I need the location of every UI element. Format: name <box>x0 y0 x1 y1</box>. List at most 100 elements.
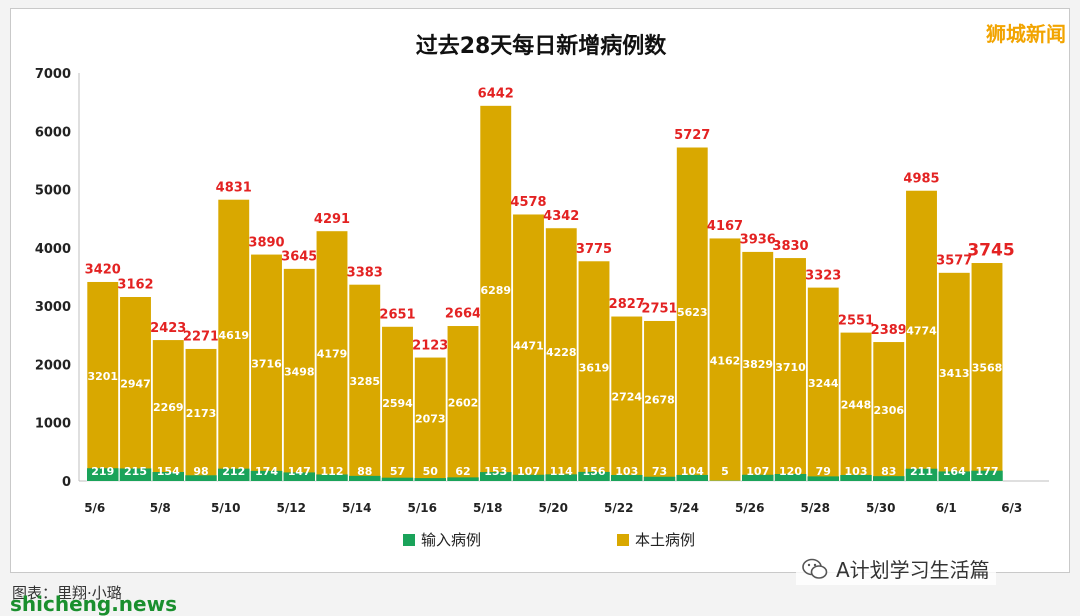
chart-frame: 过去28天每日新增病例数 0 1000 2000 3000 4000 5000 6000 700… <box>10 8 1070 573</box>
data-label-imported: 83 <box>881 465 896 478</box>
data-label-imported: 107 <box>746 465 769 478</box>
data-label-total: 3890 <box>248 235 284 250</box>
bar-imported-5/22 <box>611 474 643 481</box>
bar-local-5/21 <box>577 260 611 482</box>
data-label-imported: 154 <box>157 465 180 478</box>
data-label-total: 4985 <box>903 171 939 186</box>
bar-imported-5/19 <box>512 474 545 481</box>
data-label-local: 3619 <box>579 361 610 374</box>
data-label-local: 2306 <box>873 404 904 417</box>
x-tick-label: 5/10 <box>211 501 240 515</box>
data-label-imported: 104 <box>681 465 704 478</box>
domain-watermark: shicheng.news <box>10 592 177 616</box>
bar-local-5/30 <box>872 341 905 482</box>
data-label-local: 4774 <box>906 325 937 338</box>
bar-imported-6/2 <box>971 470 1003 481</box>
bar-local-5/7 <box>119 296 152 482</box>
data-label-imported: 103 <box>845 465 868 478</box>
source-caption: 图表：里翔·小璐 <box>12 584 122 602</box>
data-label-total: 4342 <box>543 209 579 224</box>
data-label-local: 3498 <box>284 365 315 378</box>
data-label-local: 3285 <box>349 375 380 388</box>
chart-title: 过去28天每日新增病例数 <box>416 33 668 59</box>
bar-local-5/26 <box>741 251 774 482</box>
data-label-imported: 62 <box>455 465 470 478</box>
bar-local-5/10 <box>217 199 250 482</box>
bar-imported-5/23 <box>643 476 676 481</box>
data-label-imported: 57 <box>390 465 405 478</box>
bar-imported-5/8 <box>152 472 184 481</box>
data-label-local: 3568 <box>972 362 1003 375</box>
data-label-local: 2269 <box>153 401 184 414</box>
data-label-imported: 98 <box>193 465 208 478</box>
bar-local-5/14 <box>348 284 381 482</box>
bar-local-5/31 <box>905 190 938 482</box>
data-label-total: 4831 <box>216 180 252 195</box>
wechat-account-name: A计划学习生活篇 <box>836 558 990 582</box>
wechat-icon <box>802 558 828 579</box>
data-label-total: 2389 <box>871 323 907 338</box>
legend-label-imported: 输入病例 <box>421 531 481 549</box>
x-tick-label: 5/20 <box>539 501 568 515</box>
bar-imported-5/28 <box>807 476 839 481</box>
bar-imported-6/1 <box>938 471 970 481</box>
data-label-local: 3201 <box>87 370 118 383</box>
data-label-local: 2947 <box>120 378 151 391</box>
x-tick-label: 5/30 <box>866 501 895 515</box>
data-label-imported: 156 <box>583 465 606 478</box>
bar-imported-5/26 <box>742 474 774 481</box>
data-label-total: 2664 <box>445 307 481 322</box>
x-tick-label: 5/6 <box>84 501 105 515</box>
wechat-watermark: A计划学习生活篇 <box>796 552 996 585</box>
bar-imported-5/9 <box>185 475 217 481</box>
bar-local-5/13 <box>315 230 349 482</box>
data-label-local: 4619 <box>218 329 249 342</box>
data-label-local: 3413 <box>939 367 970 380</box>
data-label-local: 4228 <box>546 346 577 359</box>
bar-local-5/17 <box>446 325 480 482</box>
data-label-local: 3244 <box>808 377 839 390</box>
y-tick-label: 0 <box>62 475 71 490</box>
data-label-local: 4179 <box>317 348 348 361</box>
bar-imported-5/13 <box>316 474 348 481</box>
x-tick-label: 5/14 <box>342 501 371 515</box>
data-label-imported: 164 <box>943 465 966 478</box>
bar-local-5/6 <box>86 281 119 482</box>
data-label-local: 6289 <box>480 284 511 297</box>
data-label-total: 2271 <box>183 330 219 345</box>
data-label-local: 3829 <box>742 358 773 371</box>
data-label-imported: 114 <box>550 465 573 478</box>
data-label-imported: 79 <box>816 465 831 478</box>
bar-imported-5/18 <box>480 472 512 481</box>
bar-imported-5/24 <box>676 474 708 481</box>
bar-local-5/8 <box>152 339 185 482</box>
data-label-total: 2551 <box>838 313 874 328</box>
data-label-imported: 5 <box>721 465 729 478</box>
bar-imported-5/12 <box>283 472 315 481</box>
data-label-local: 2602 <box>448 397 479 410</box>
bar-local-5/20 <box>545 227 578 482</box>
data-label-imported: 50 <box>423 465 439 478</box>
data-label-total: 3162 <box>117 278 153 293</box>
y-tick-label: 5000 <box>35 184 71 199</box>
data-label-total: 2423 <box>150 321 186 336</box>
bar-local-6/2 <box>970 262 1004 482</box>
data-label-imported: 147 <box>288 465 311 478</box>
x-tick-label: 5/28 <box>801 501 830 515</box>
bar-local-5/12 <box>283 268 316 482</box>
data-label-total: 3323 <box>805 268 841 283</box>
bar-imported-5/6 <box>87 468 119 481</box>
data-label-total: 4578 <box>510 195 546 210</box>
data-label-local: 2678 <box>644 394 675 407</box>
bar-imported-5/16 <box>414 478 446 481</box>
bar-imported-5/30 <box>873 476 905 481</box>
data-label-total: 2827 <box>609 297 645 312</box>
data-label-total: 3830 <box>772 239 808 254</box>
bar-local-5/23 <box>643 320 676 482</box>
bar-imported-5/20 <box>545 474 577 481</box>
data-label-local: 4162 <box>710 354 741 367</box>
data-label-total: 3745 <box>967 241 1014 261</box>
chart: 过去28天每日新增病例数 0 1000 2000 3000 4000 5000 6000 700… <box>35 33 1049 549</box>
bar-local-5/16 <box>414 356 447 482</box>
